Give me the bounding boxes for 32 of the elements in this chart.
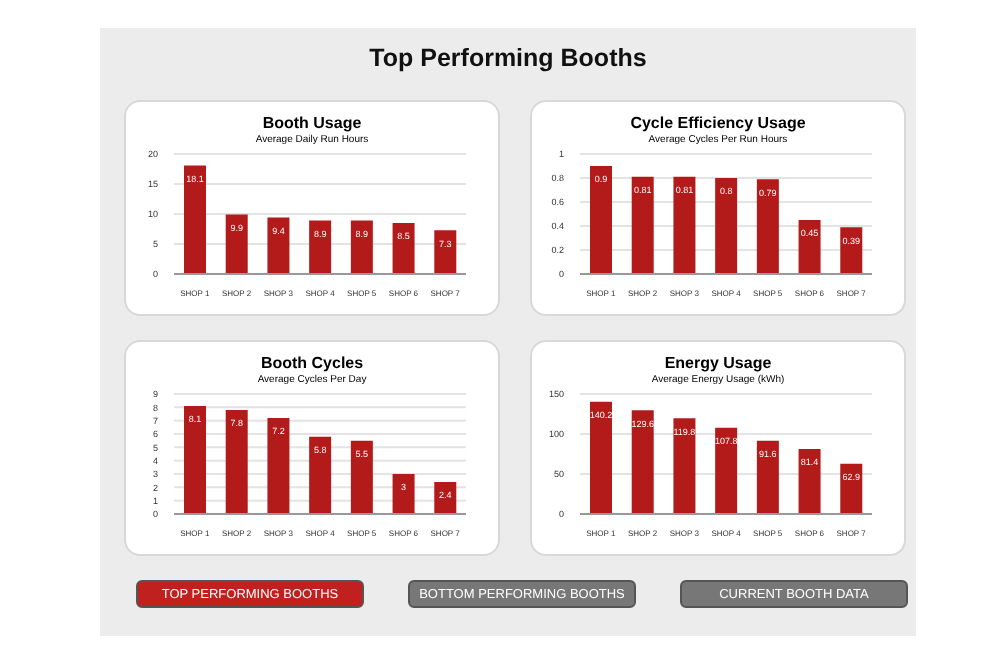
bar <box>673 176 696 274</box>
bar <box>184 406 206 514</box>
bar <box>631 410 654 514</box>
bar <box>840 227 863 274</box>
bar <box>673 418 696 514</box>
bar <box>350 440 373 514</box>
bar <box>267 217 290 274</box>
bar <box>225 214 248 274</box>
chart-title: Cycle Efficiency Usage <box>628 114 808 132</box>
text: Top Performing Booths <box>367 44 649 72</box>
bar <box>309 436 332 514</box>
bar <box>798 448 821 514</box>
bar <box>184 165 206 274</box>
bar <box>631 176 654 274</box>
bar <box>715 427 738 514</box>
chart-title: Booth Usage <box>260 114 364 132</box>
bar <box>434 230 457 274</box>
bar <box>590 401 612 514</box>
bar <box>590 166 612 274</box>
bar <box>309 220 332 274</box>
bar <box>350 220 373 274</box>
chart-title: Booth Cycles <box>258 354 366 372</box>
bar <box>225 410 248 514</box>
bar <box>840 463 863 514</box>
bar <box>798 220 821 274</box>
bar <box>267 418 290 514</box>
bar <box>392 223 415 274</box>
bar <box>715 178 738 274</box>
bar <box>756 179 779 274</box>
bar <box>756 440 779 514</box>
bar <box>392 474 415 514</box>
chart-title: Energy Usage <box>662 354 774 372</box>
